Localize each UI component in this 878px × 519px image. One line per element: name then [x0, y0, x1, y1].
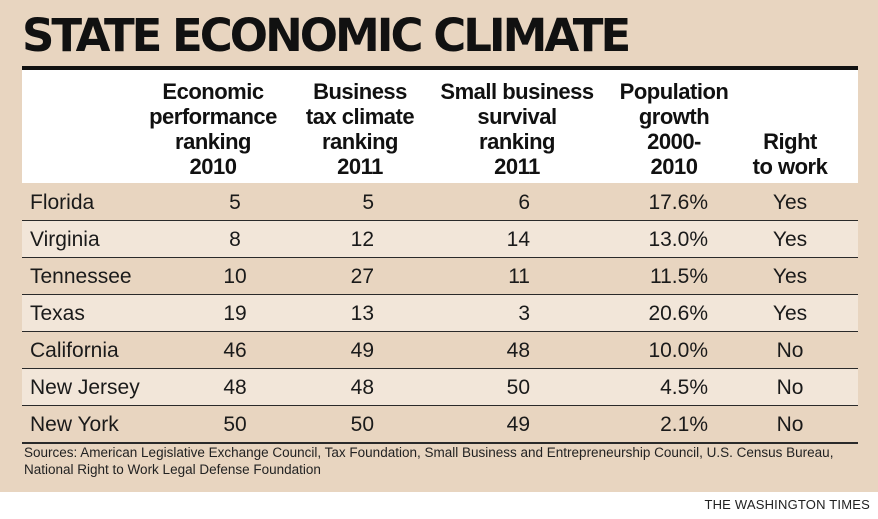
header-line: 2010	[650, 154, 698, 179]
population-growth-cell: 10.0%	[648, 339, 708, 362]
business-tax-climate-cell: 27	[350, 265, 374, 288]
state-cell: Florida	[30, 191, 95, 214]
population-growth-cell: 11.5%	[650, 265, 708, 288]
header-line: 2011	[337, 154, 383, 179]
header-line: tax climate	[305, 104, 415, 129]
header-line: to work	[752, 154, 828, 179]
column-header-population-growth: Population growth 2000- 2010	[606, 70, 742, 183]
column-header-right-to-work: Right to work	[740, 70, 840, 183]
header-line: 2011	[494, 154, 540, 179]
population-growth-cell: 4.5%	[660, 376, 708, 399]
right-to-work-cell: Yes	[772, 302, 808, 325]
population-growth-cell: 13.0%	[648, 228, 708, 251]
state-cell: New York	[30, 413, 119, 436]
header-line: Economic	[162, 79, 264, 104]
right-to-work-cell: No	[776, 339, 804, 362]
table-header	[22, 70, 858, 183]
header-line: ranking	[479, 129, 555, 154]
table-row: New York 50 50 49 2.1% No	[22, 406, 858, 443]
small-business-survival-cell: 50	[506, 376, 530, 399]
state-cell: Tennessee	[30, 265, 132, 288]
sources-note: Sources: American Legislative Exchange C…	[24, 445, 834, 477]
header-line: Population	[619, 79, 729, 104]
business-tax-climate-cell: 49	[350, 339, 374, 362]
population-growth-cell: 17.6%	[648, 191, 708, 214]
publisher-credit: THE WASHINGTON TIMES	[704, 497, 870, 512]
small-business-survival-cell: 11	[508, 265, 530, 288]
economic-performance-cell: 48	[223, 376, 247, 399]
business-tax-climate-cell: 5	[362, 191, 374, 214]
economic-performance-cell: 46	[223, 339, 247, 362]
row-divider	[22, 442, 858, 444]
state-cell: Texas	[30, 302, 85, 325]
header-line: growth	[638, 104, 710, 129]
right-to-work-cell: No	[776, 376, 804, 399]
table-row: New Jersey 48 48 50 4.5% No	[22, 369, 858, 406]
right-to-work-cell: No	[776, 413, 804, 436]
column-header-business-tax-climate: Business tax climate ranking 2011	[290, 70, 430, 183]
business-tax-climate-cell: 12	[350, 228, 374, 251]
population-growth-cell: 2.1%	[660, 413, 708, 436]
economic-performance-cell: 10	[223, 265, 247, 288]
business-tax-climate-cell: 48	[350, 376, 374, 399]
chart-title: STATE ECONOMIC CLIMATE	[22, 9, 631, 62]
header-line: Small business	[440, 79, 594, 104]
table-row: California 46 49 48 10.0% No	[22, 332, 858, 369]
table-row: Tennessee 10 27 11 11.5% Yes	[22, 258, 858, 295]
right-to-work-cell: Yes	[772, 228, 808, 251]
small-business-survival-cell: 49	[506, 413, 530, 436]
small-business-survival-cell: 48	[506, 339, 530, 362]
header-line: 2000-	[647, 129, 701, 154]
right-to-work-cell: Yes	[772, 191, 808, 214]
header-line: performance	[149, 104, 277, 129]
business-tax-climate-cell: 13	[350, 302, 374, 325]
table-row: Florida 5 5 6 17.6% Yes	[22, 184, 858, 221]
population-growth-cell: 20.6%	[648, 302, 708, 325]
economic-performance-cell: 8	[229, 228, 241, 251]
header-line: Right	[763, 129, 817, 154]
header-line: survival	[477, 104, 557, 129]
right-to-work-cell: Yes	[772, 265, 808, 288]
column-header-small-business-survival: Small business survival ranking 2011	[434, 70, 600, 183]
table-row: Texas 19 13 3 20.6% Yes	[22, 295, 858, 332]
title-rule	[22, 66, 858, 70]
state-cell: Virginia	[30, 228, 100, 251]
header-line: ranking	[175, 129, 251, 154]
state-cell: California	[30, 339, 119, 362]
column-header-economic-performance: Economic performance ranking 2010	[145, 70, 281, 183]
small-business-survival-cell: 6	[518, 191, 530, 214]
economic-performance-cell: 19	[223, 302, 247, 325]
economic-performance-cell: 50	[223, 413, 247, 436]
header-line: ranking	[322, 129, 398, 154]
business-tax-climate-cell: 50	[350, 413, 374, 436]
small-business-survival-cell: 3	[518, 302, 530, 325]
header-line: 2010	[189, 154, 237, 179]
header-line: Business	[313, 79, 407, 104]
table-row: Virginia 8 12 14 13.0% Yes	[22, 221, 858, 258]
small-business-survival-cell: 14	[506, 228, 530, 251]
state-cell: New Jersey	[30, 376, 140, 399]
economic-performance-cell: 5	[229, 191, 241, 214]
